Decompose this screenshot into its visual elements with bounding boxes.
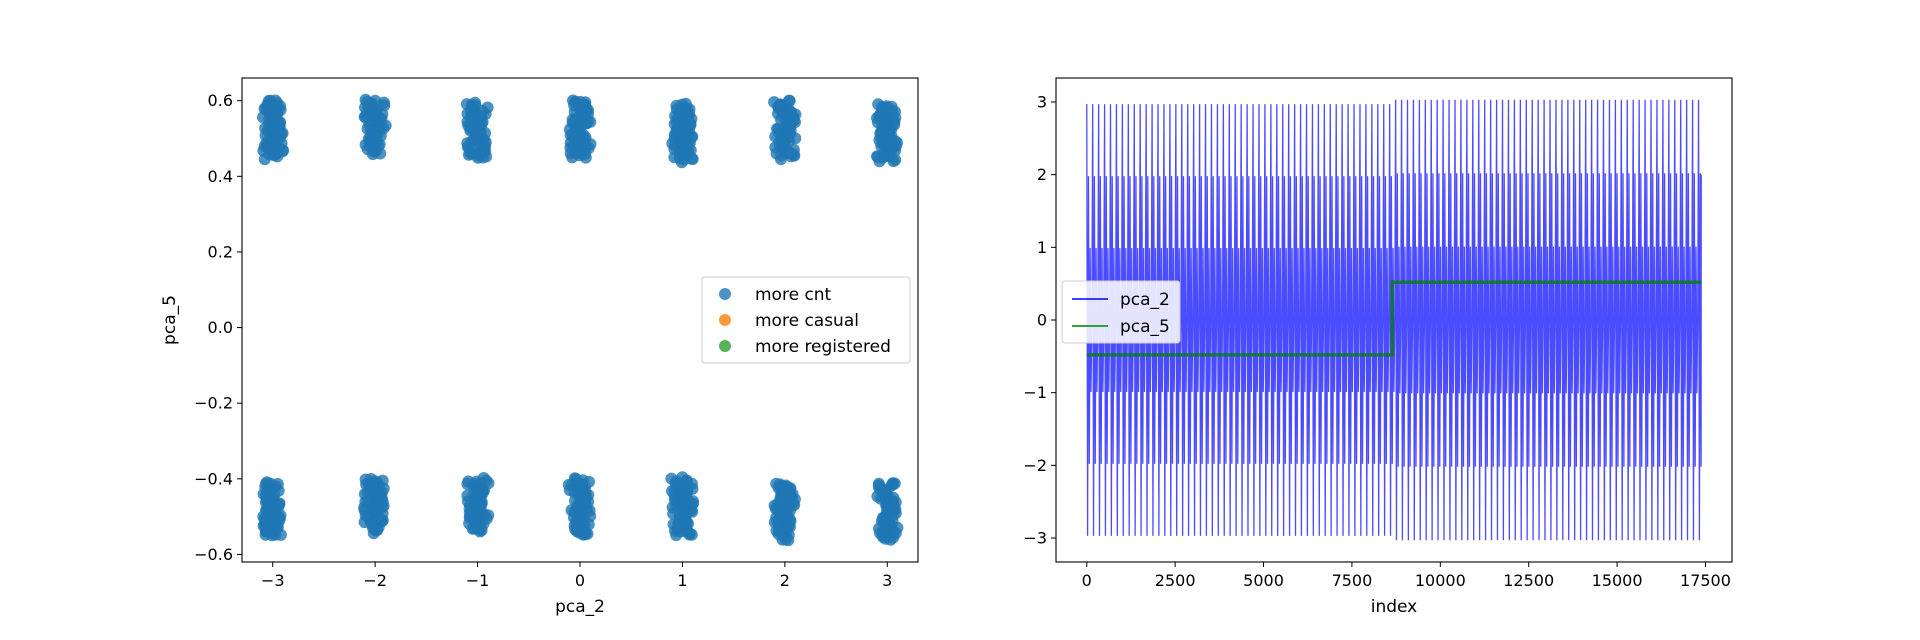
line-x-tick-label: 15000 [1592,571,1643,590]
scatter-point [568,472,581,485]
line-y-tick-label: 3 [1037,92,1047,111]
scatter-legend-box [701,276,911,364]
scatter-legend-marker [719,340,731,352]
line-y-tick-label: −3 [1023,529,1047,548]
scatter-legend-marker [719,314,731,326]
scatter-point [886,477,899,490]
scatter-point [477,472,490,484]
scatter-x-tick-label: 0 [575,571,585,590]
line-x-axis-label: index [1371,597,1418,617]
scatter-points [257,93,904,547]
line-x-tick-label: 0 [1082,571,1092,590]
scatter-point [359,473,372,486]
scatter-panel: −3 −2 −1 0 1 2 3 −0.6 −0.4 −0.2 0.0 0.2 0.4 0.6 pca_… [160,77,919,617]
scatter-y-tick-label: −0.6 [194,545,233,564]
scatter-point [770,477,783,490]
scatter-x-ticks: −3 −2 −1 0 1 2 3 [261,562,892,590]
scatter-point [260,476,273,489]
line-panel: 0 2500 5000 7500 10000 12500 15000 17500 −3 −2 −1… [1023,77,1733,617]
scatter-y-tick-label: −0.2 [194,394,233,413]
line-legend: pca_2 pca_5 [1061,280,1181,344]
scatter-y-tick-label: 0.2 [208,242,233,261]
scatter-legend-label: more registered [755,337,891,357]
line-x-tick-label: 7500 [1332,571,1373,590]
scatter-point [771,122,783,135]
scatter-x-axis-label: pca_2 [555,597,605,617]
scatter-point [783,94,796,107]
scatter-y-tick-label: 0.4 [208,167,233,186]
line-x-tick-label: 17500 [1680,571,1731,590]
scatter-point [462,475,475,488]
line-y-tick-label: 0 [1037,311,1047,330]
scatter-y-tick-label: 0.6 [208,91,233,110]
scatter-point [872,98,885,111]
scatter-legend-label: more casual [755,311,859,331]
scatter-x-tick-label: −2 [363,571,387,590]
line-legend-label: pca_2 [1120,290,1170,310]
scatter-x-tick-label: 3 [882,571,892,590]
scatter-point [461,489,474,502]
scatter-point [872,477,885,490]
scatter-point [469,96,481,109]
line-x-ticks: 0 2500 5000 7500 10000 12500 15000 17500 [1082,562,1731,590]
scatter-x-tick-label: 1 [677,571,687,590]
line-x-tick-label: 5000 [1243,571,1284,590]
scatter-point [665,472,678,485]
line-x-tick-label: 12500 [1503,571,1554,590]
scatter-point [676,471,689,484]
scatter-x-tick-label: 2 [780,571,790,590]
scatter-point [361,96,374,108]
scatter-point [670,99,683,112]
scatter-point [264,94,277,107]
scatter-x-tick-label: −1 [466,571,490,590]
scatter-y-tick-label: 0.0 [208,318,233,337]
scatter-point [481,101,494,114]
line-x-tick-label: 10000 [1415,571,1466,590]
scatter-y-tick-label: −0.4 [194,469,233,488]
scatter-point [271,478,284,490]
scatter-legend-label: more cnt [755,285,832,305]
scatter-point [679,97,692,110]
line-y-tick-label: −1 [1023,383,1047,402]
scatter-x-tick-label: −3 [261,571,285,590]
series-line-pca_2 [1086,99,1702,541]
scatter-point [885,100,898,113]
scatter-point [567,94,579,107]
scatter-y-ticks: −0.6 −0.4 −0.2 0.0 0.2 0.4 0.6 [194,91,242,564]
line-legend-label: pca_5 [1120,317,1170,337]
scatter-y-axis-label: pca_5 [160,295,180,345]
scatter-legend: more cnt more casual more registered [701,276,911,364]
line-x-tick-label: 2500 [1155,571,1196,590]
scatter-legend-marker [719,288,731,300]
line-y-ticks: −3 −2 −1 0 1 2 3 [1023,92,1056,548]
scatter-point [787,143,800,156]
line-legend-box [1061,280,1181,344]
line-y-tick-label: 1 [1037,238,1047,257]
series-line-pca_5 [1086,280,1702,357]
line-y-tick-label: 2 [1037,165,1047,184]
line-y-tick-label: −2 [1023,456,1047,475]
scatter-point [768,96,781,109]
